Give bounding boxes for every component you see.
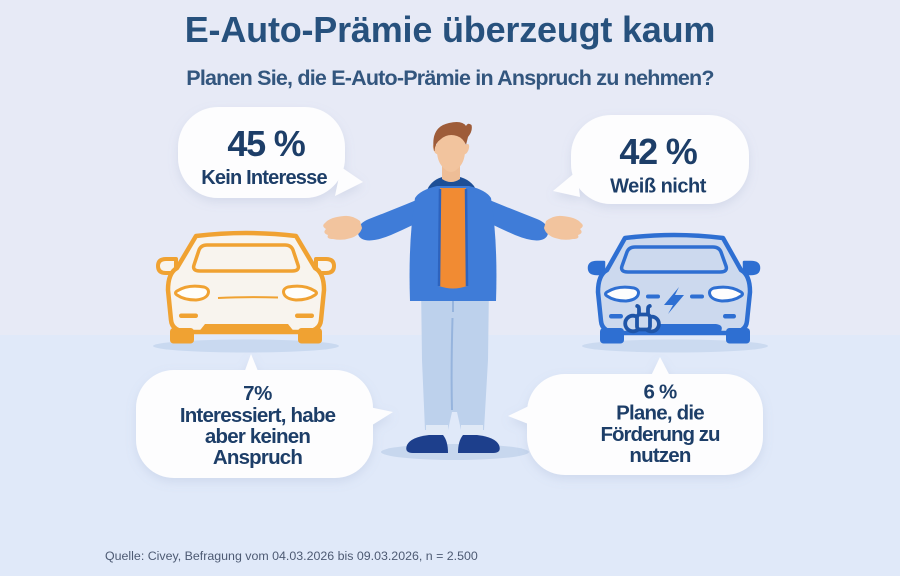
svg-text:Anspruch: Anspruch [213,446,303,469]
svg-text:Förderung zu: Förderung zu [601,423,720,446]
svg-text:E-Auto-Prämie überzeugt kaum: E-Auto-Prämie überzeugt kaum [185,9,715,50]
svg-text:42 %: 42 % [619,131,697,172]
svg-text:45 %: 45 % [227,123,305,164]
svg-text:Quelle: Civey, Befragung vom 0: Quelle: Civey, Befragung vom 04.03.2026 … [105,549,478,563]
svg-text:Planen Sie, die E-Auto-Prämie: Planen Sie, die E-Auto-Prämie in Anspruc… [186,66,713,90]
svg-text:aber keinen: aber keinen [205,425,310,448]
svg-text:7%: 7% [243,382,272,405]
svg-text:nutzen: nutzen [629,444,691,467]
svg-text:Weiß nicht: Weiß nicht [610,176,707,198]
svg-text:Plane, die: Plane, die [616,402,704,425]
svg-text:Interessiert, habe: Interessiert, habe [180,404,336,427]
svg-text:Kein Interesse: Kein Interesse [201,167,327,189]
svg-text:6 %: 6 % [644,381,677,404]
